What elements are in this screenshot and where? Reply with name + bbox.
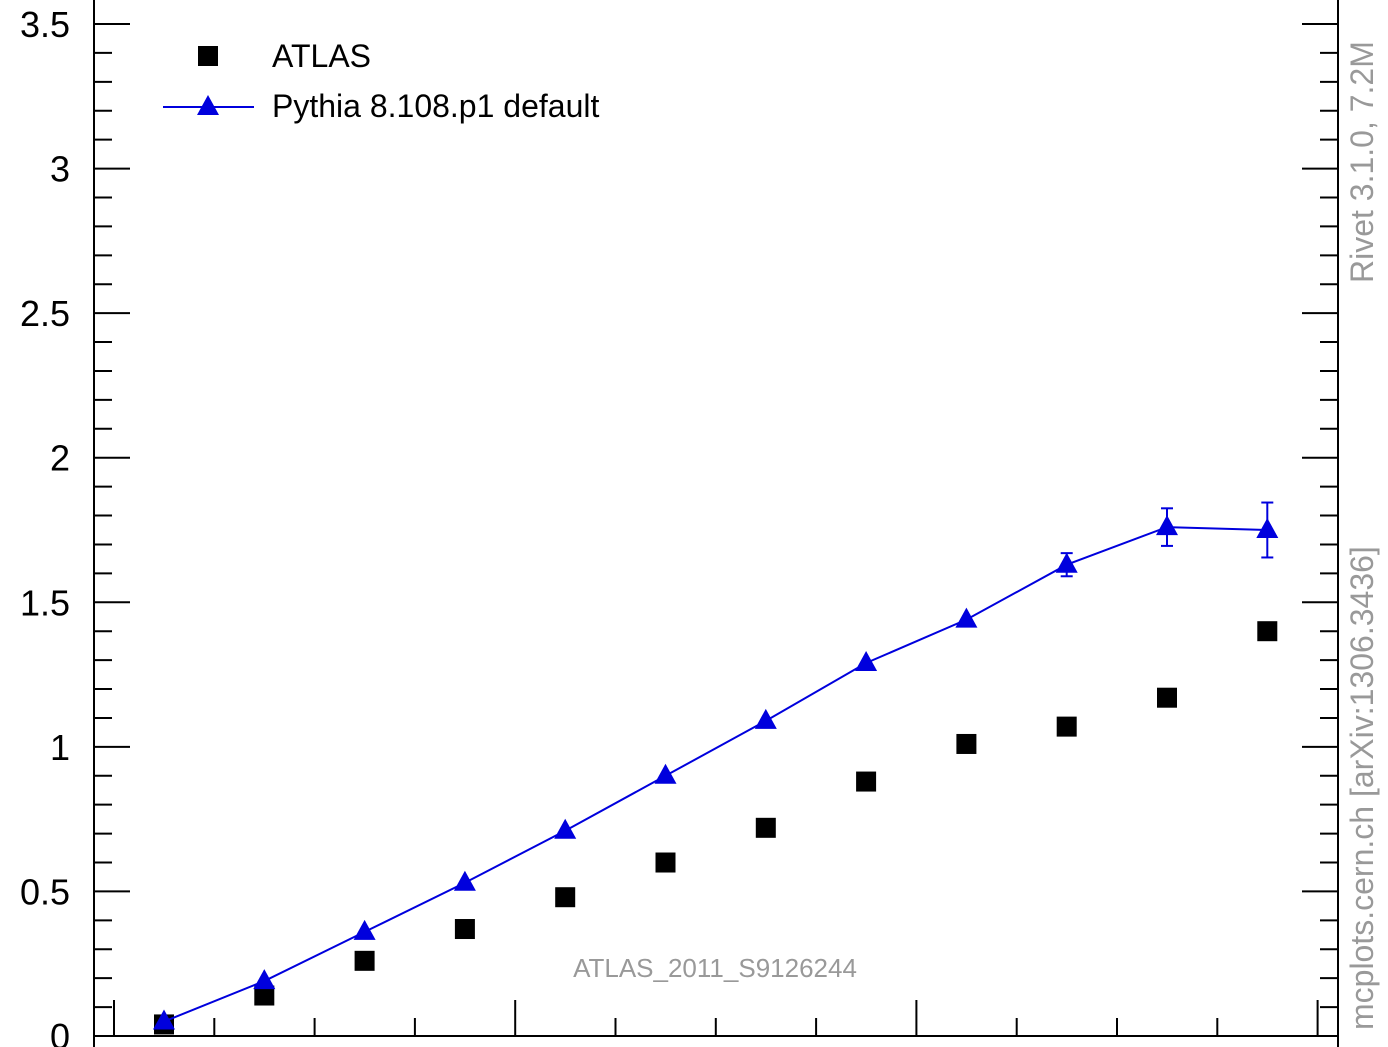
data-point — [856, 771, 877, 792]
data-point — [354, 950, 375, 971]
y-tick-label: 2 — [50, 438, 70, 479]
data-point — [254, 985, 275, 1006]
y-tick-label: 2.5 — [20, 293, 70, 334]
mcplots-credit-label: mcplots.cern.ch [arXiv:1306.3436] — [1344, 546, 1380, 1030]
y-tick-label: 3.5 — [20, 4, 70, 45]
data-point — [454, 919, 475, 940]
data-point — [956, 733, 977, 754]
data-point — [1256, 518, 1279, 538]
data-point — [755, 817, 776, 838]
series-line — [163, 526, 1268, 1023]
data-point — [554, 818, 577, 839]
legend-marker-atlas — [198, 46, 218, 66]
data-point — [153, 1009, 175, 1030]
data-point — [1056, 716, 1077, 737]
series-pythia-8-108-p1-default — [153, 501, 1279, 1030]
analysis-label: ATLAS_2011_S9126244 — [573, 953, 857, 983]
y-tick-label: 0 — [50, 1016, 70, 1047]
y-tick-label: 3 — [50, 149, 70, 190]
data-point — [654, 763, 677, 784]
rivet-version-label: Rivet 3.1.0, 7.2M — [1344, 41, 1380, 283]
data-point — [1157, 687, 1177, 708]
y-tick-label: 1 — [50, 727, 70, 768]
legend-label-atlas: ATLAS — [272, 38, 371, 74]
data-point — [353, 919, 376, 940]
y-tick-label: 0.5 — [20, 871, 70, 912]
y-axis-ticks: 0 0.5 1 1.5 2 2.5 3 3.5 — [20, 4, 1338, 1047]
x-axis-ticks — [113, 1000, 1319, 1036]
data-point — [1257, 621, 1278, 642]
data-point — [955, 607, 978, 628]
data-point — [1156, 515, 1178, 536]
y-tick-label: 1.5 — [20, 582, 70, 623]
data-point — [754, 708, 777, 729]
data-point — [555, 887, 576, 908]
data-point — [253, 969, 276, 990]
plot-frame — [93, 0, 1339, 1047]
data-point — [1055, 552, 1078, 573]
data-point — [855, 651, 878, 672]
legend-label-pythia: Pythia 8.108.p1 default — [272, 88, 599, 124]
series-layer — [153, 501, 1279, 1035]
data-point — [655, 852, 676, 873]
data-point — [453, 870, 476, 891]
legend: ATLAS Pythia 8.108.p1 default — [163, 38, 599, 124]
legend-marker-pythia — [197, 95, 219, 115]
